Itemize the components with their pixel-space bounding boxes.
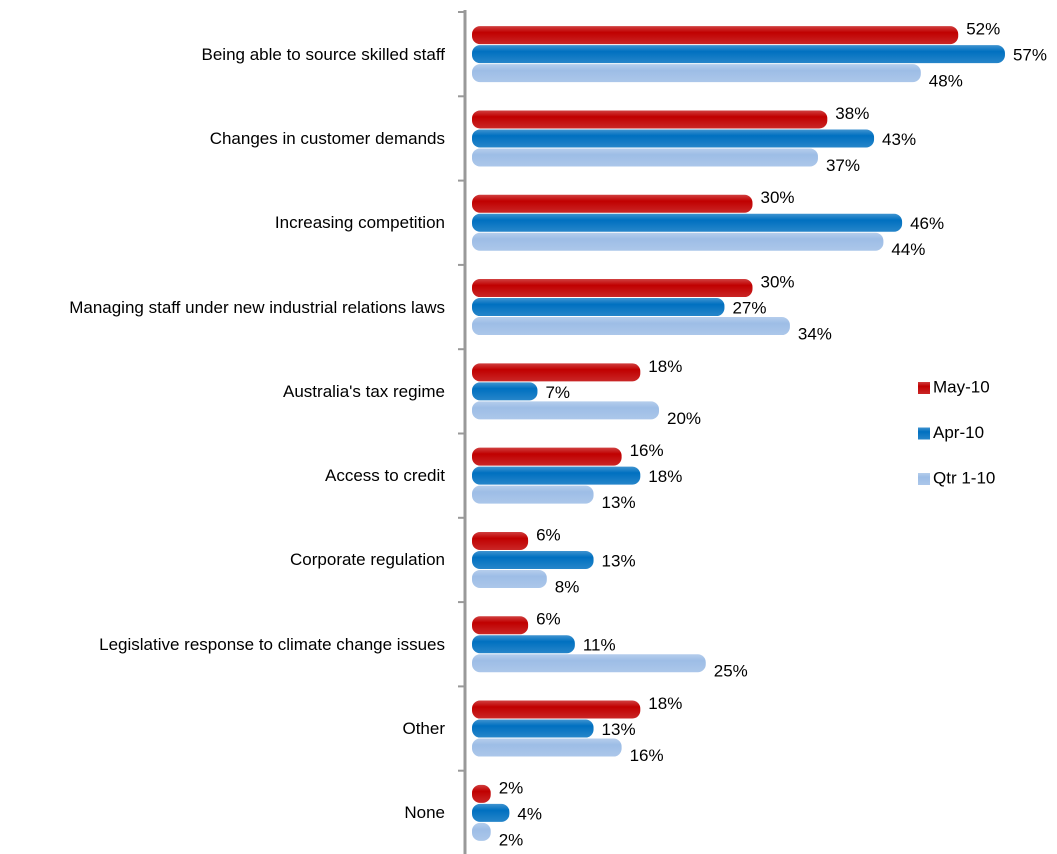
value-label: 11% [583,636,616,655]
bar [472,616,529,635]
value-label: 43% [882,130,916,149]
value-label: 34% [798,325,832,344]
value-label: 25% [714,662,748,681]
bar [472,279,753,298]
bar [472,64,921,83]
value-label: 18% [648,694,682,713]
value-label: 16% [630,746,664,765]
bar [472,298,725,317]
legend-swatch [918,473,930,485]
value-label: 13% [602,493,636,512]
value-label: 8% [555,577,580,596]
category-label: Australia's tax regime [283,381,445,401]
bar [472,654,706,673]
category-label: Access to credit [325,466,445,486]
bar [472,531,529,550]
value-label: 2% [499,778,524,797]
legend-label: Apr-10 [933,423,984,442]
bar [472,803,510,822]
bar [472,110,828,129]
value-label: 7% [545,383,570,402]
bar [472,784,491,803]
bar [472,45,1005,64]
bar [472,466,641,485]
bar [472,363,641,382]
bar [472,317,790,336]
category-label: Legislative response to climate change i… [99,634,445,654]
category-label: Managing staff under new industrial rela… [69,297,445,317]
bar [472,382,538,401]
value-label: 38% [835,104,869,123]
value-label: 44% [891,240,925,259]
bar [472,26,959,45]
value-label: 37% [826,156,860,175]
value-label: 27% [732,299,766,318]
value-label: 6% [536,610,561,629]
category-label: Corporate regulation [290,550,445,570]
bar [472,194,753,213]
bar [472,447,622,466]
bar [472,213,903,232]
value-label: 18% [648,357,682,376]
bar [472,232,884,251]
legend-label: May-10 [933,377,990,396]
bar [472,635,575,654]
category-label: None [404,803,445,823]
value-label: 46% [910,214,944,233]
value-label: 30% [761,188,795,207]
bar [472,719,594,738]
bar [472,550,594,569]
value-label: 48% [929,72,963,91]
value-label: 52% [966,20,1000,39]
bar [472,148,818,167]
category-label: Other [402,719,445,739]
bar [472,485,594,504]
category-label: Changes in customer demands [209,128,445,148]
value-label: 16% [630,441,664,460]
value-label: 30% [761,273,795,292]
bar [472,700,641,719]
category-label: Increasing competition [274,213,445,233]
value-label: 18% [648,467,682,486]
value-label: 13% [602,551,636,570]
bar [472,569,547,588]
category-label: Being able to source skilled staff [201,44,446,64]
value-label: 13% [602,720,636,739]
legend-swatch [918,382,930,394]
bar [472,822,491,841]
value-label: 4% [517,804,542,823]
value-label: 2% [499,830,524,849]
bar [472,401,660,420]
value-label: 20% [667,409,701,428]
legend-label: Qtr 1-10 [933,468,995,487]
bar [472,129,875,148]
legend-swatch [918,427,930,440]
value-label: 6% [536,525,561,544]
bar [472,738,622,757]
value-label: 57% [1013,46,1047,65]
